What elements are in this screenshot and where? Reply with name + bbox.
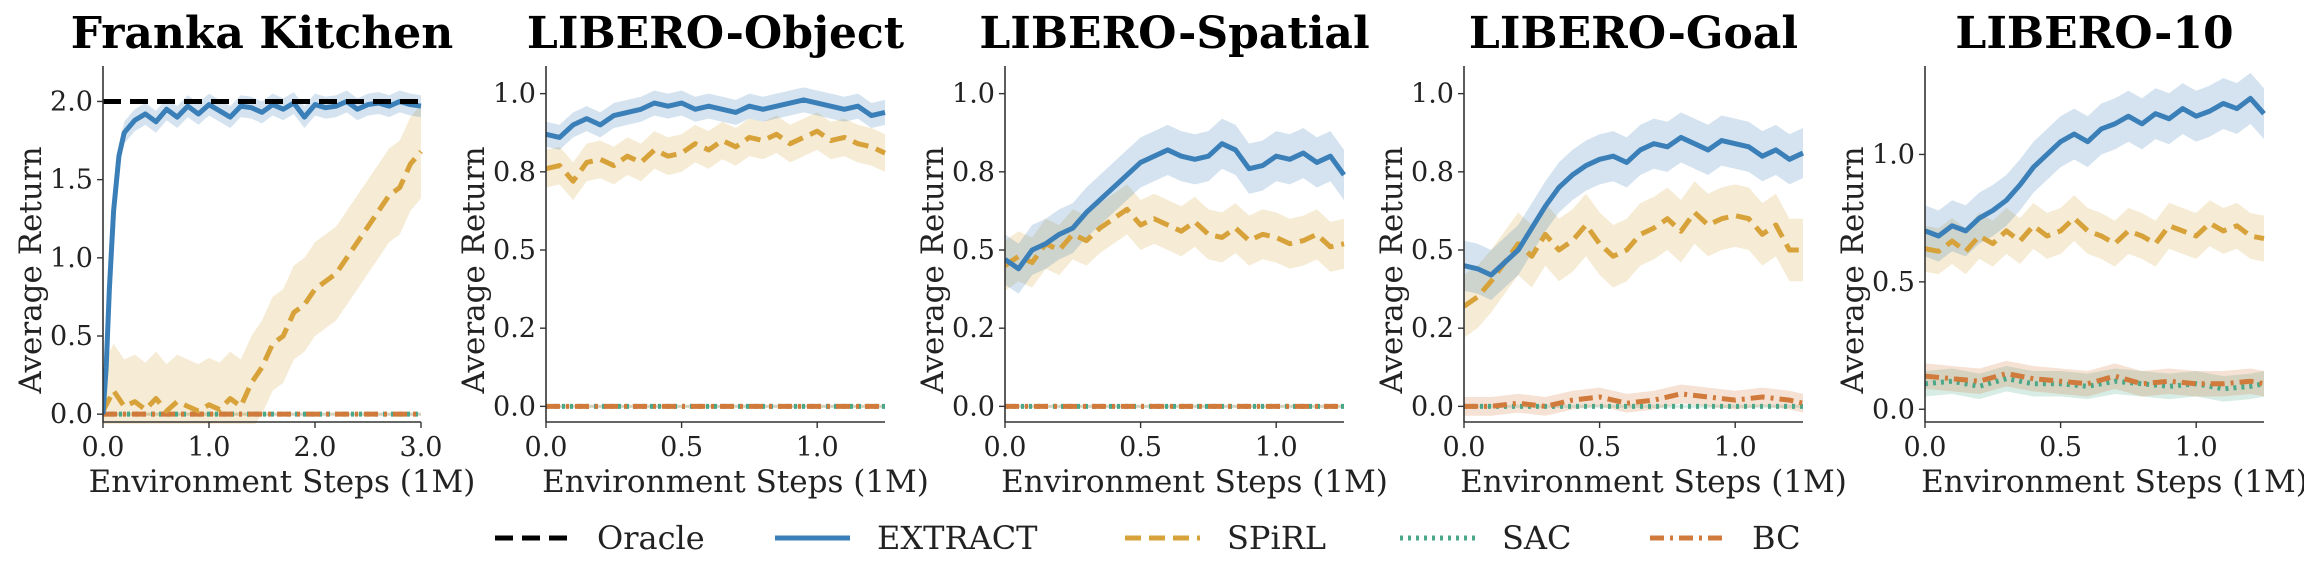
panels: Franka Kitchen 0.0 1.0 2.0 3.0 0.0 0.5 1.0 1.5 2.… [13,8,2304,500]
x-tick-label: 1.0 [796,432,839,463]
x-tick-label: 0.0 [1443,432,1486,463]
x-tick-label: 0.5 [660,432,703,463]
y-tick-label: 1.0 [1872,139,1915,170]
x-tick-label: 1.0 [1714,432,1757,463]
y-tick-label: 0.0 [493,391,536,422]
y-tick-label: 2.0 [50,86,93,117]
y-tick-label: 0.2 [493,313,536,344]
y-tick-label: 1.0 [1411,79,1454,110]
x-tick-label: 0.0 [984,432,1027,463]
y-tick-label: 0.5 [50,321,93,352]
legend-label: BC [1752,519,1801,557]
legend-item-bc: BC [1650,519,1801,557]
y-tick-label: 0.2 [952,313,995,344]
y-tick-label: 0.8 [1411,157,1454,188]
legend-item-extract: EXTRACT [775,519,1038,557]
legend-item-sac: SAC [1400,519,1572,557]
x-tick-label: 0.0 [525,432,568,463]
legend-label: SAC [1502,519,1572,557]
series-line-spirl [1005,206,1345,268]
band-extract [1464,112,1803,301]
x-tick-label: 0.5 [1578,432,1621,463]
band-extract [1005,118,1344,294]
panel-title: LIBERO-Spatial [979,8,1369,59]
y-axis-label: Average Return [915,146,951,394]
x-axis-label: Environment Steps (1M) [1921,464,2304,500]
legend-label: EXTRACT [877,519,1038,557]
y-tick-label: 1.5 [50,165,93,196]
band-spirl [1005,184,1344,291]
y-tick-label: 0.5 [1411,235,1454,266]
x-axis-label: Environment Steps (1M) [89,464,476,500]
y-tick-label: 0.5 [952,235,995,266]
y-tick-label: 1.0 [952,79,995,110]
y-axis-label: Average Return [456,146,492,394]
legend-label: SPiRL [1227,519,1326,557]
x-axis-label: Environment Steps (1M) [1460,464,1847,500]
series-group [546,87,887,409]
x-tick-label: 0.5 [2039,432,2082,463]
x-tick-label: 1.0 [188,432,231,463]
legend: Oracle EXTRACT SPiRL SAC BC [495,519,1801,557]
band-spirl [546,112,885,200]
x-tick-label: 3.0 [400,432,443,463]
x-tick-label: 0.5 [1119,432,1162,463]
x-tick-label: 1.0 [2175,432,2218,463]
x-tick-label: 0.0 [82,432,125,463]
series-line-extract [546,97,886,140]
y-tick-label: 1.0 [493,79,536,110]
y-tick-label: 0.0 [1872,394,1915,425]
panel-franka-kitchen: Franka Kitchen 0.0 1.0 2.0 3.0 0.0 0.5 1.0 1.5 2.… [13,8,475,500]
series-line-extract [1464,134,1805,278]
band-extract [1925,72,2264,262]
band-bc [1464,384,1803,416]
x-tick-label: 2.0 [294,432,337,463]
y-tick-label: 0.0 [1411,391,1454,422]
panel-title: LIBERO-10 [1955,8,2233,59]
x-tick-label: 0.0 [1904,432,1947,463]
legend-label: Oracle [597,519,705,557]
panel-title: LIBERO-Object [527,8,905,59]
series-line-sac [1925,376,2265,392]
y-tick-label: 0.5 [1872,267,1915,298]
legend-item-oracle: Oracle [495,519,705,557]
series-line-extract [103,98,422,415]
series-line-extract [1005,141,1346,272]
y-axis-label: Average Return [1374,146,1410,394]
y-tick-label: 0.0 [952,391,995,422]
x-axis-label: Environment Steps (1M) [1001,464,1388,500]
y-tick-label: 0.2 [1411,313,1454,344]
series-group [1464,112,1805,416]
band-sac [1925,365,2264,402]
y-tick-label: 0.0 [50,399,93,430]
y-tick-label: 1.0 [50,243,93,274]
series-group [1005,118,1346,409]
y-axis-label: Average Return [1835,146,1871,394]
series-line-extract [1925,95,2266,239]
legend-item-spirl: SPiRL [1125,519,1326,557]
series-line-spirl [546,128,887,184]
series-line-bc [1464,391,1804,409]
x-axis-label: Environment Steps (1M) [542,464,929,500]
y-tick-label: 0.8 [952,157,995,188]
y-tick-label: 0.8 [493,157,536,188]
y-axis-label: Average Return [13,146,49,394]
band-spirl [103,104,421,424]
y-tick-label: 0.5 [493,235,536,266]
series-line-bc [1925,371,2265,387]
series-group [1925,72,2266,402]
series-line-spirl [103,149,423,414]
x-tick-label: 1.0 [1255,432,1298,463]
series-group [103,90,423,424]
panel-title: Franka Kitchen [71,8,454,59]
panel-title: LIBERO-Goal [1469,8,1798,59]
